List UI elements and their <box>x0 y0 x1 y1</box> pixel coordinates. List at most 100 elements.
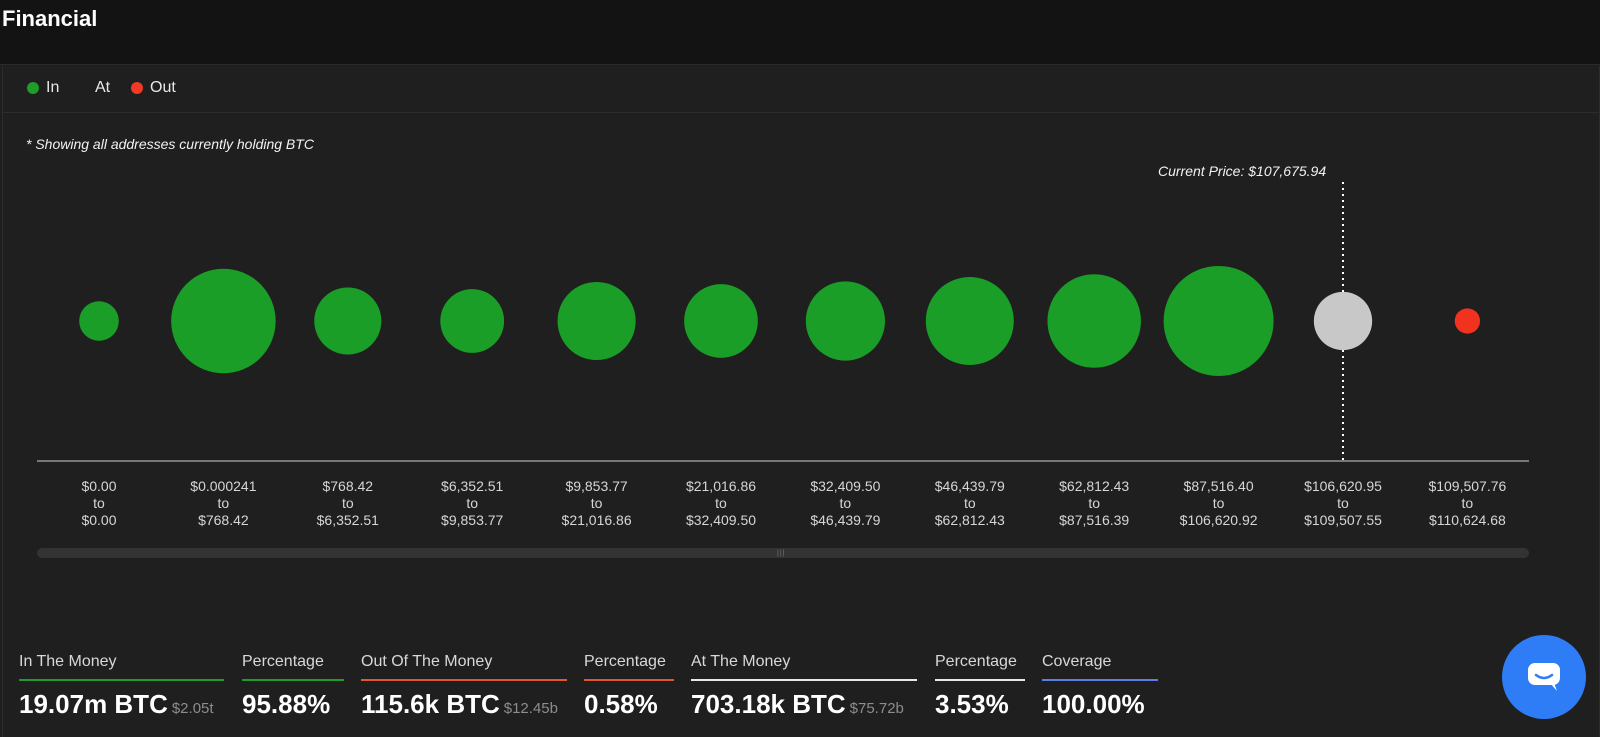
stat-sub-value: $2.05t <box>171 700 214 717</box>
bucket-to: $0.00 <box>81 512 117 528</box>
bucket-to-word: to <box>1088 495 1101 511</box>
bubble-in[interactable] <box>171 268 276 374</box>
bucket-range-label: $46,439.79 to $62,812.43 <box>895 478 1045 529</box>
stat-underline <box>242 679 344 681</box>
bucket-to: $109,507.55 <box>1304 512 1382 528</box>
bucket-from: $109,507.76 <box>1428 478 1507 494</box>
legend-item-at[interactable]: At <box>95 79 110 97</box>
legend-out-dot <box>131 82 143 94</box>
bubble-at[interactable] <box>1313 291 1373 351</box>
legend-at-label: At <box>95 79 111 96</box>
legend-item-out[interactable]: Out <box>131 79 176 97</box>
bucket-range-label: $106,620.95 to $109,507.55 <box>1268 478 1418 529</box>
bucket-from: $9,853.77 <box>565 478 628 494</box>
bucket-to: $110,624.68 <box>1428 512 1506 528</box>
bucket-range-label: $9,853.77 to $21,016.86 <box>522 478 672 529</box>
bucket-range-label: $6,352.51 to $9,853.77 <box>397 478 547 529</box>
legend-in-dot <box>27 82 39 94</box>
bucket-to-word: to <box>839 495 852 511</box>
stat-value: 115.6k BTC $12.45b <box>361 689 558 719</box>
stat-label: Percentage <box>935 653 1017 670</box>
stat-value: 3.53% <box>935 689 1009 719</box>
stat-label: Coverage <box>1042 653 1112 670</box>
bucket-to: $87,516.39 <box>1059 512 1130 528</box>
chat-support-button[interactable] <box>1502 635 1586 719</box>
bubble-in[interactable] <box>557 281 636 361</box>
chart-panel: In At Out <box>2 66 1600 737</box>
bucket-from: $6,352.51 <box>441 478 504 494</box>
stat-1: Percentage 95.88% <box>242 653 344 720</box>
bucket-range-label: $0.000241 to $768.42 <box>148 478 298 529</box>
bucket-range-label: $21,016.86 to $32,409.50 <box>646 478 796 529</box>
legend-in-label: In <box>46 79 60 96</box>
bucket-from: $87,516.40 <box>1183 478 1254 494</box>
bucket-from: $46,439.79 <box>934 478 1005 494</box>
bucket-from: $0.00 <box>81 478 117 494</box>
bucket-range-label: $32,409.50 to $46,439.79 <box>770 478 920 529</box>
stat-label: Percentage <box>584 653 666 670</box>
stat-2: Out Of The Money 115.6k BTC $12.45b <box>361 653 567 720</box>
bubble-in[interactable] <box>805 281 886 361</box>
stat-6: Coverage 100.00% <box>1042 653 1158 720</box>
bubble-in[interactable] <box>314 287 382 355</box>
bubble-out[interactable] <box>1454 308 1481 334</box>
stat-value: 0.58% <box>584 689 658 719</box>
bucket-range-label: $768.42 to $6,352.51 <box>273 478 423 529</box>
stat-sub-value: $75.72b <box>849 700 904 717</box>
stat-value: 703.18k BTC $75.72b <box>691 689 904 719</box>
stat-label: Percentage <box>242 653 324 670</box>
bucket-to: $6,352.51 <box>316 512 379 528</box>
stat-5: Percentage 3.53% <box>935 653 1025 720</box>
bucket-to-word: to <box>590 495 603 511</box>
bucket-from: $32,409.50 <box>810 478 881 494</box>
bucket-range-label: $109,507.76 to $110,624.68 <box>1392 478 1542 529</box>
bucket-range-label: $87,516.40 to $106,620.92 <box>1144 478 1294 529</box>
bucket-to-word: to <box>1461 495 1474 511</box>
bucket-from: $106,620.95 <box>1304 478 1382 494</box>
bubble-in[interactable] <box>79 301 119 341</box>
stat-underline <box>584 679 674 681</box>
bucket-to: $21,016.86 <box>561 512 632 528</box>
bucket-to: $62,812.43 <box>934 512 1005 528</box>
bucket-to-word: to <box>963 495 976 511</box>
bubble-in[interactable] <box>1163 266 1274 376</box>
bucket-to: $106,620.92 <box>1179 512 1258 528</box>
bucket-range-label: $0.00 to $0.00 <box>24 478 174 529</box>
bucket-to-word: to <box>217 495 230 511</box>
bucket-from: $21,016.86 <box>685 478 757 494</box>
bubble-in[interactable] <box>1047 274 1141 368</box>
bubble-in[interactable] <box>925 277 1014 365</box>
bucket-to-word: to <box>715 495 727 511</box>
stat-label: In The Money <box>19 653 117 670</box>
bucket-to: $46,439.79 <box>810 512 881 528</box>
bucket-to-word: to <box>466 495 479 511</box>
top-bar: Financial <box>0 0 1600 65</box>
scrollbar-grip-icon[interactable]: ||| <box>777 550 786 557</box>
stat-underline <box>935 679 1025 681</box>
legend-item-in[interactable]: In <box>27 79 59 97</box>
stat-label: Out Of The Money <box>361 653 493 670</box>
bucket-from: $62,812.43 <box>1059 478 1130 494</box>
chat-bubble-icon <box>1528 663 1560 691</box>
bucket-to: $9,853.77 <box>441 512 504 528</box>
bubble-in[interactable] <box>684 284 758 358</box>
bucket-to: $32,409.50 <box>685 512 757 528</box>
chart-scrollbar[interactable]: ||| <box>37 548 1529 558</box>
bucket-to-word: to <box>1212 495 1225 511</box>
bucket-to: $768.42 <box>198 512 249 528</box>
stat-underline <box>691 679 917 681</box>
bucket-from: $768.42 <box>322 478 374 494</box>
stat-underline <box>361 679 567 681</box>
bucket-range-label: $62,812.43 to $87,516.39 <box>1019 478 1169 529</box>
holding-note: * Showing all addresses currently holdin… <box>26 136 314 152</box>
bubble-in[interactable] <box>440 289 505 353</box>
current-price-label: Current Price: $107,675.94 <box>1158 163 1327 179</box>
bucket-to-word: to <box>1337 495 1349 511</box>
stat-4: At The Money 703.18k BTC $75.72b <box>691 653 917 720</box>
legend: In At Out <box>3 66 1599 113</box>
stat-value: 19.07m BTC $2.05t <box>19 689 214 719</box>
stat-underline <box>19 679 224 681</box>
stat-value: 100.00% <box>1042 689 1145 719</box>
stat-value: 95.88% <box>242 689 331 719</box>
